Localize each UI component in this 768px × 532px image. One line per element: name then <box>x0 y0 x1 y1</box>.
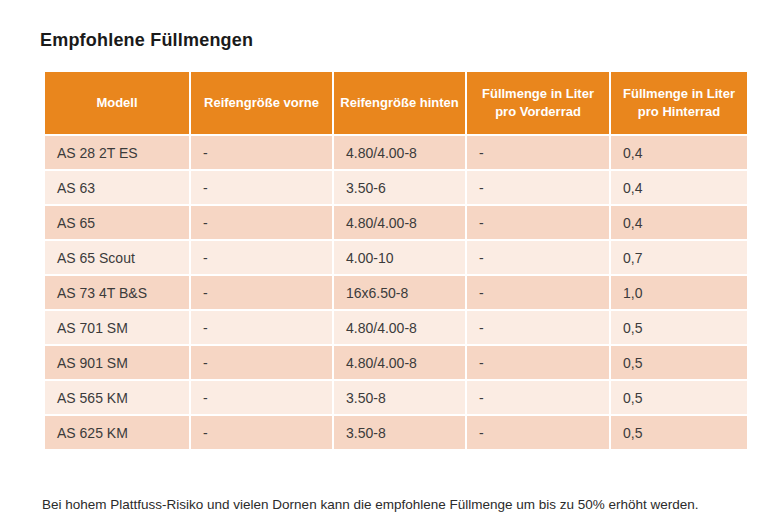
value-cell: 4.00-10 <box>333 240 466 275</box>
column-header: Füllmenge in Liter pro Vorderrad <box>466 71 610 135</box>
table-row: AS 625 KM-3.50-8-0,5 <box>44 415 748 450</box>
model-cell: AS 63 <box>44 170 190 205</box>
value-cell: 3.50-8 <box>333 380 466 415</box>
value-cell: 16x6.50-8 <box>333 275 466 310</box>
value-cell: 4.80/4.00-8 <box>333 205 466 240</box>
page: Empfohlene Füllmengen ModellReifengröße … <box>0 0 768 532</box>
value-cell: - <box>466 310 610 345</box>
fill-quantities-table: ModellReifengröße vorneReifengröße hinte… <box>43 70 749 451</box>
model-cell: AS 565 KM <box>44 380 190 415</box>
column-header: Reifengröße vorne <box>190 71 333 135</box>
value-cell: - <box>466 275 610 310</box>
model-cell: AS 701 SM <box>44 310 190 345</box>
value-cell: - <box>466 170 610 205</box>
table-row: AS 565 KM-3.50-8-0,5 <box>44 380 748 415</box>
model-cell: AS 625 KM <box>44 415 190 450</box>
table-row: AS 901 SM-4.80/4.00-8-0,5 <box>44 345 748 380</box>
value-cell: - <box>190 275 333 310</box>
value-cell: 0,5 <box>610 415 748 450</box>
table-row: AS 65 Scout-4.00-10-0,7 <box>44 240 748 275</box>
footnote: Bei hohem Plattfuss-Risiko und vielen Do… <box>42 497 699 512</box>
value-cell: - <box>190 135 333 170</box>
value-cell: 0,4 <box>610 170 748 205</box>
value-cell: - <box>190 240 333 275</box>
value-cell: - <box>190 415 333 450</box>
table-row: AS 28 2T ES-4.80/4.00-8-0,4 <box>44 135 748 170</box>
value-cell: - <box>190 380 333 415</box>
value-cell: - <box>466 205 610 240</box>
table-row: AS 73 4T B&S-16x6.50-8-1,0 <box>44 275 748 310</box>
value-cell: - <box>466 240 610 275</box>
value-cell: 1,0 <box>610 275 748 310</box>
model-cell: AS 28 2T ES <box>44 135 190 170</box>
value-cell: 0,4 <box>610 205 748 240</box>
value-cell: 0,5 <box>610 380 748 415</box>
value-cell: - <box>190 345 333 380</box>
value-cell: - <box>466 345 610 380</box>
value-cell: 0,5 <box>610 310 748 345</box>
table-body: AS 28 2T ES-4.80/4.00-8-0,4AS 63-3.50-6-… <box>44 135 748 450</box>
value-cell: 3.50-8 <box>333 415 466 450</box>
column-header: Füllmenge in Liter pro Hinterrad <box>610 71 748 135</box>
value-cell: 0,4 <box>610 135 748 170</box>
value-cell: 4.80/4.00-8 <box>333 310 466 345</box>
table-row: AS 65-4.80/4.00-8-0,4 <box>44 205 748 240</box>
value-cell: - <box>190 205 333 240</box>
value-cell: - <box>466 415 610 450</box>
value-cell: - <box>190 170 333 205</box>
value-cell: 4.80/4.00-8 <box>333 345 466 380</box>
model-cell: AS 901 SM <box>44 345 190 380</box>
column-header: Modell <box>44 71 190 135</box>
model-cell: AS 65 <box>44 205 190 240</box>
value-cell: - <box>466 135 610 170</box>
column-header: Reifengröße hinten <box>333 71 466 135</box>
table-row: AS 701 SM-4.80/4.00-8-0,5 <box>44 310 748 345</box>
value-cell: 0,7 <box>610 240 748 275</box>
value-cell: - <box>190 310 333 345</box>
model-cell: AS 65 Scout <box>44 240 190 275</box>
value-cell: 3.50-6 <box>333 170 466 205</box>
table-row: AS 63-3.50-6-0,4 <box>44 170 748 205</box>
table-header-row: ModellReifengröße vorneReifengröße hinte… <box>44 71 748 135</box>
value-cell: 0,5 <box>610 345 748 380</box>
model-cell: AS 73 4T B&S <box>44 275 190 310</box>
value-cell: 4.80/4.00-8 <box>333 135 466 170</box>
page-title: Empfohlene Füllmengen <box>40 30 253 51</box>
value-cell: - <box>466 380 610 415</box>
